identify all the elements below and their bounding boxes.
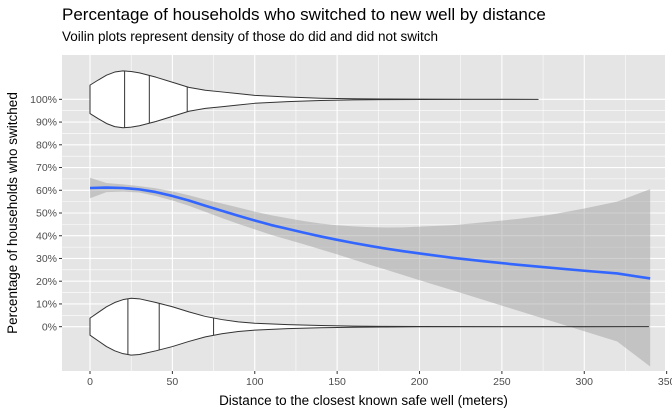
x-tick-label: 100	[246, 376, 264, 388]
x-tick-label: 350	[658, 376, 672, 388]
chart-title: Percentage of households who switched to…	[62, 5, 546, 24]
x-tick-label: 150	[328, 376, 346, 388]
y-axis: 0% 10% 20% 30% 40% 50% 60% 70% 80% 90% 100%	[30, 94, 62, 333]
x-tick-label: 50	[167, 376, 179, 388]
violin-switched	[89, 70, 539, 129]
y-tick-label: 0%	[42, 321, 57, 333]
y-tick-label: 90%	[36, 117, 57, 129]
y-tick-label: 10%	[36, 299, 57, 311]
y-tick-label: 60%	[36, 185, 57, 197]
y-axis-title: Percentage of households who switched	[5, 92, 20, 334]
y-tick-label: 80%	[36, 139, 57, 151]
x-axis-title: Distance to the closest known safe well …	[219, 393, 508, 408]
y-tick-label: 30%	[36, 253, 57, 265]
chart-subtitle: Voilin plots represent density of those …	[62, 29, 438, 44]
x-tick-label: 200	[411, 376, 429, 388]
y-tick-label: 50%	[36, 208, 57, 220]
x-tick-label: 0	[87, 376, 93, 388]
confidence-ribbon	[90, 177, 651, 367]
x-tick-label: 250	[493, 376, 511, 388]
smooth-trend-line	[89, 186, 651, 280]
x-axis: 0 50 100 150 200 250 300 350	[87, 371, 672, 388]
violin-not-switched	[89, 297, 650, 356]
violin-body	[89, 70, 539, 129]
chart-marks	[89, 70, 651, 367]
x-tick-label: 300	[576, 376, 594, 388]
y-tick-label: 70%	[36, 162, 57, 174]
y-tick-label: 40%	[36, 230, 57, 242]
y-tick-label: 20%	[36, 276, 57, 288]
violin-body	[89, 297, 650, 356]
y-tick-label: 100%	[30, 94, 57, 106]
